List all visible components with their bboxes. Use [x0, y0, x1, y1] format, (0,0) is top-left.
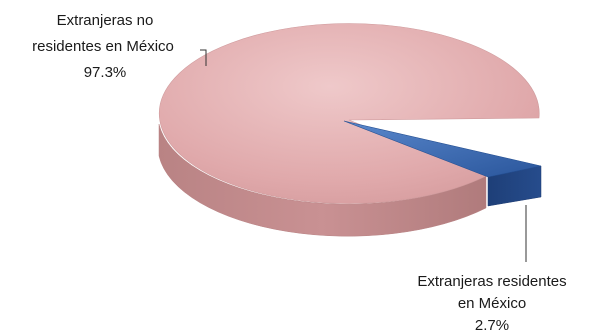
label-residentes-line2: en México: [458, 295, 526, 312]
label-no-residentes-value: 97.3%: [84, 64, 127, 81]
leader-line-no-residentes: [200, 49, 207, 66]
label-no-residentes-line1: Extranjeras no: [57, 12, 154, 29]
label-no-residentes-line2: residentes en México: [32, 38, 174, 55]
label-residentes-value: 2.7%: [475, 317, 509, 333]
pie-slice-extranjeras-no-residentes: [158, 23, 540, 204]
pie-slice-extranjeras-residentes: [343, 120, 542, 178]
pie-slice-extranjeras-no-residentes-side: [158, 123, 487, 237]
label-residentes-line1: Extranjeras residentes: [417, 273, 566, 290]
